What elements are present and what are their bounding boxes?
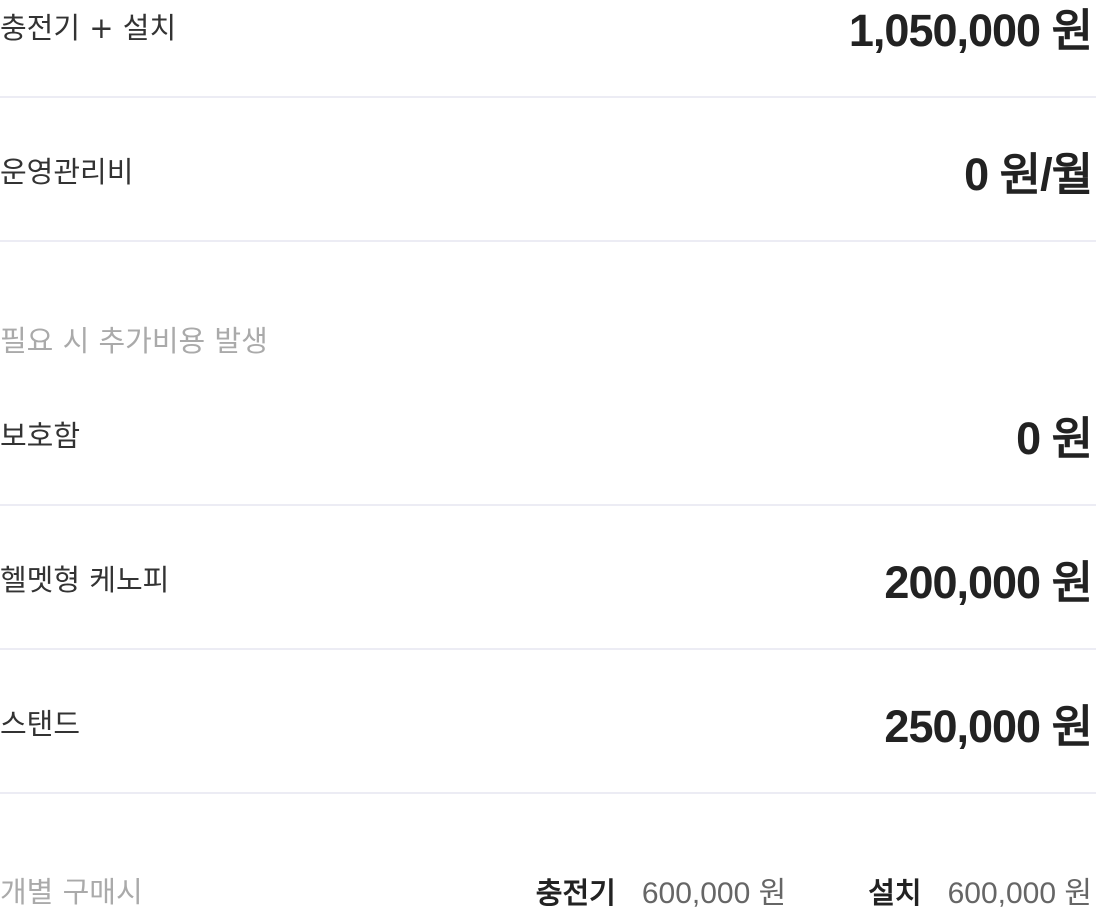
individual-item-price: 600,000 원 xyxy=(947,877,1092,910)
individual-item-price: 600,000 원 xyxy=(641,877,787,910)
option-value: 250,000 원 xyxy=(884,700,1093,752)
individual-purchase-items: 충전기 600,000 원 설치 600,000 원 xyxy=(536,868,1092,912)
price-label: 운영관리비 xyxy=(0,155,134,189)
individual-purchase-row: 개별 구매시 충전기 600,000 원 설치 600,000 원 xyxy=(0,866,1092,914)
individual-item-name: 충전기 xyxy=(535,876,616,910)
individual-item-install: 설치 600,000 원 xyxy=(868,868,1092,912)
individual-item-name: 설치 xyxy=(868,876,922,910)
individual-item-charger: 충전기 600,000 원 xyxy=(536,868,786,912)
price-value: 1,050,000 원 xyxy=(848,4,1093,56)
divider xyxy=(0,792,1096,794)
option-label: 헬멧형 케노피 xyxy=(0,563,170,597)
price-row-operation-fee: 운영관리비 0 원/월 xyxy=(0,140,1093,200)
price-label: 충전기 + 설치 xyxy=(0,11,177,45)
option-row-stand: 스탠드 250,000 원 xyxy=(0,692,1093,752)
divider xyxy=(0,648,1096,650)
price-value: 0 원/월 xyxy=(964,148,1093,200)
option-label: 스탠드 xyxy=(0,707,81,741)
divider xyxy=(0,240,1096,242)
price-row-charger-install: 충전기 + 설치 1,050,000 원 xyxy=(0,0,1093,56)
option-label: 보호함 xyxy=(0,419,81,453)
additional-cost-note: 필요 시 추가비용 발생 xyxy=(0,324,268,358)
option-row-protection-box: 보호함 0 원 xyxy=(0,404,1093,464)
option-row-helmet-canopy: 헬멧형 케노피 200,000 원 xyxy=(0,548,1093,608)
individual-purchase-title: 개별 구매시 xyxy=(0,875,143,909)
divider xyxy=(0,504,1096,506)
divider xyxy=(0,96,1096,98)
option-value: 200,000 원 xyxy=(884,556,1093,608)
option-value: 0 원 xyxy=(1016,412,1093,464)
